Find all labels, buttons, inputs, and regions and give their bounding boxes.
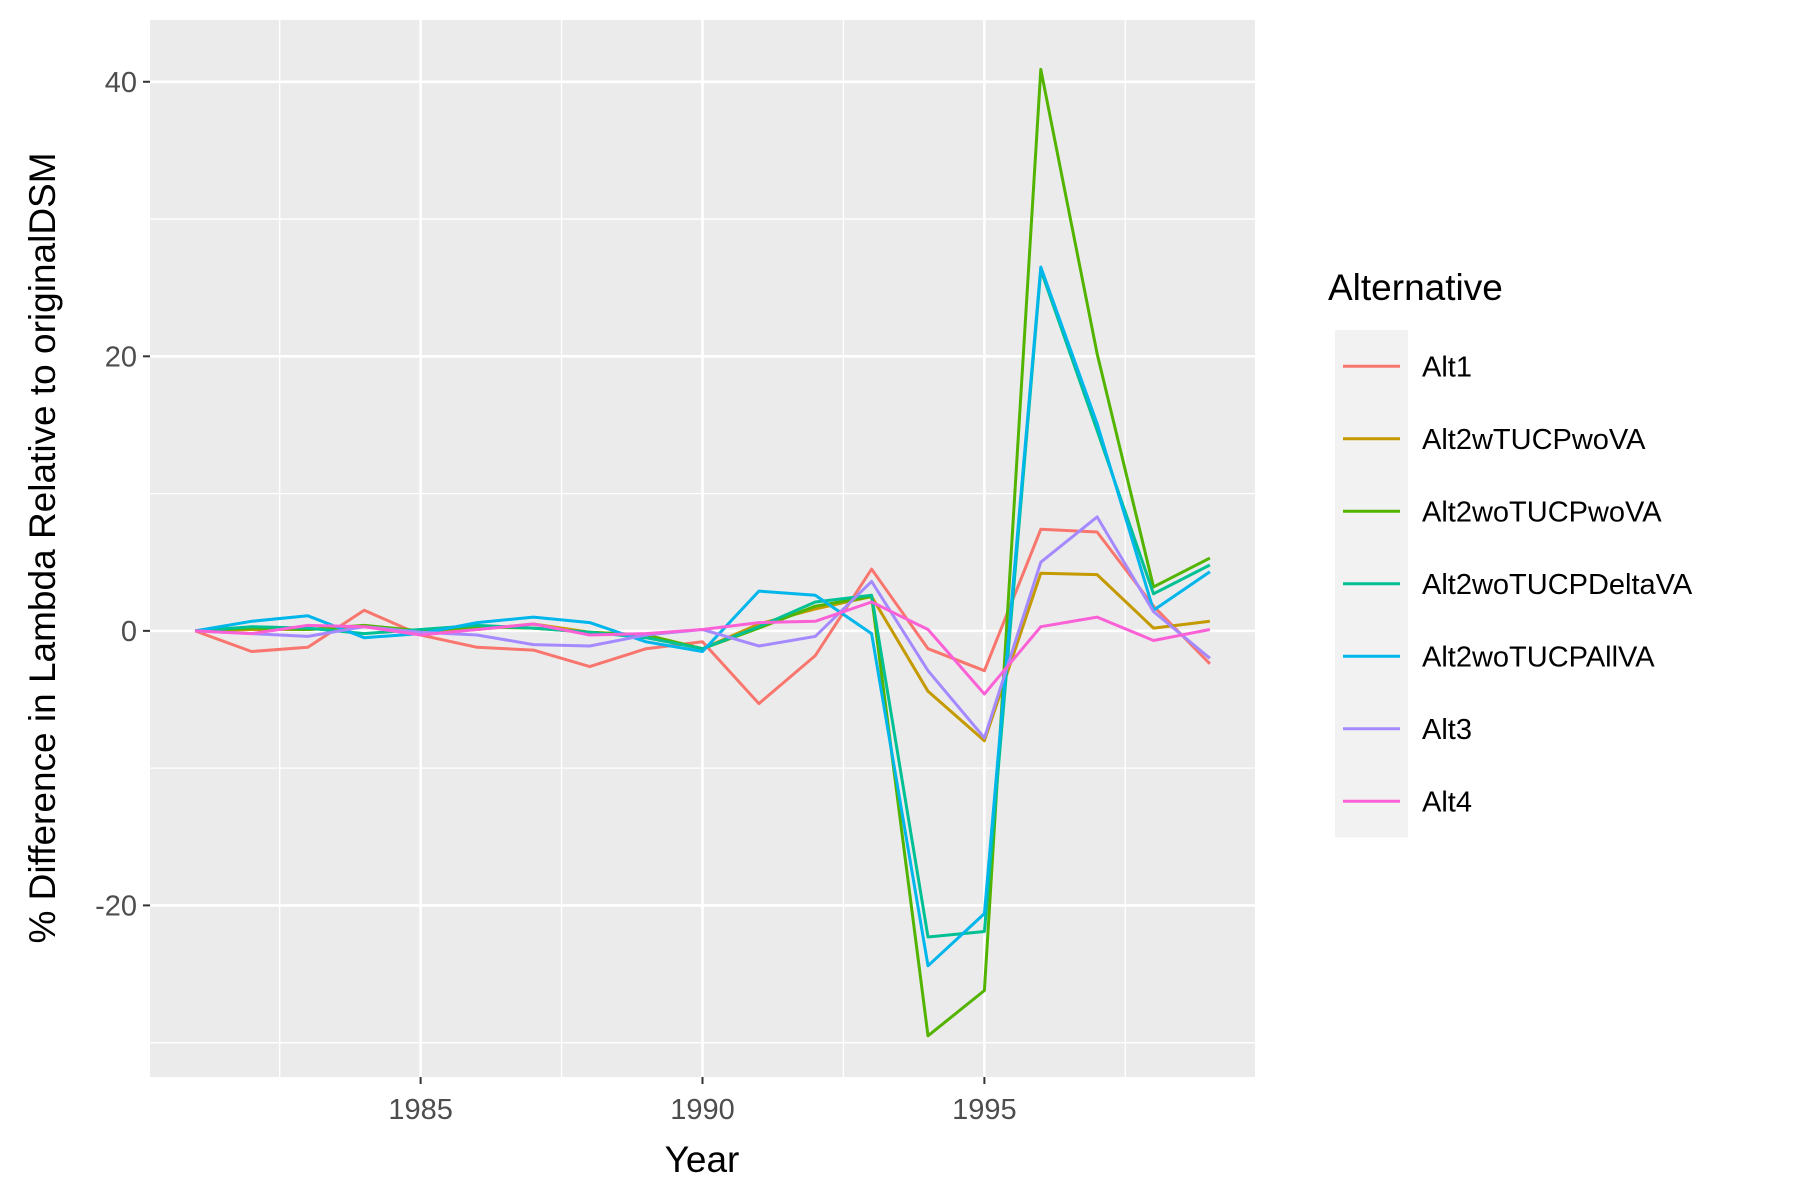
y-tick-label: 40 [105, 67, 137, 99]
series-line-alt2wotucpallva [194, 265, 1211, 968]
y-tick-label: 0 [121, 616, 137, 648]
x-axis-ticks: 1985 1990 1995 [388, 1077, 1017, 1126]
series-lines [194, 67, 1211, 1038]
legend: Alternative Alt1 Alt2wTUCPwoVA Alt2woTUCPw… [1328, 267, 1693, 838]
legend-label-alt2wotucpallva: Alt2woTUCPAllVA [1422, 641, 1655, 673]
legend-label-alt3: Alt3 [1422, 714, 1472, 746]
x-tick-label: 1985 [388, 1094, 453, 1126]
y-axis-ticks: -20 0 20 40 [95, 67, 150, 922]
legend-label-alt2wtucpwova: Alt2wTUCPwoVA [1422, 424, 1646, 456]
y-tick-label: -20 [95, 890, 137, 922]
legend-label-alt4: Alt4 [1422, 786, 1472, 818]
y-tick-label: 20 [105, 341, 137, 373]
legend-title: Alternative [1328, 267, 1503, 308]
legend-items: Alt1 Alt2wTUCPwoVA Alt2woTUCPwoVA Alt2woTUC… [1335, 330, 1693, 838]
legend-label-alt2wotucpwova: Alt2woTUCPwoVA [1422, 496, 1662, 528]
series-line-alt1 [194, 527, 1211, 706]
y-axis-title: % Difference in Lambda Relative to origi… [22, 152, 63, 943]
x-tick-label: 1995 [952, 1094, 1017, 1126]
legend-label-alt1: Alt1 [1422, 351, 1472, 383]
legend-label-alt2wotucpdeltava: Alt2woTUCPDeltaVA [1422, 569, 1693, 601]
x-tick-label: 1990 [670, 1094, 735, 1126]
x-axis-title: Year [665, 1139, 740, 1180]
series-line-alt4 [195, 600, 1211, 696]
